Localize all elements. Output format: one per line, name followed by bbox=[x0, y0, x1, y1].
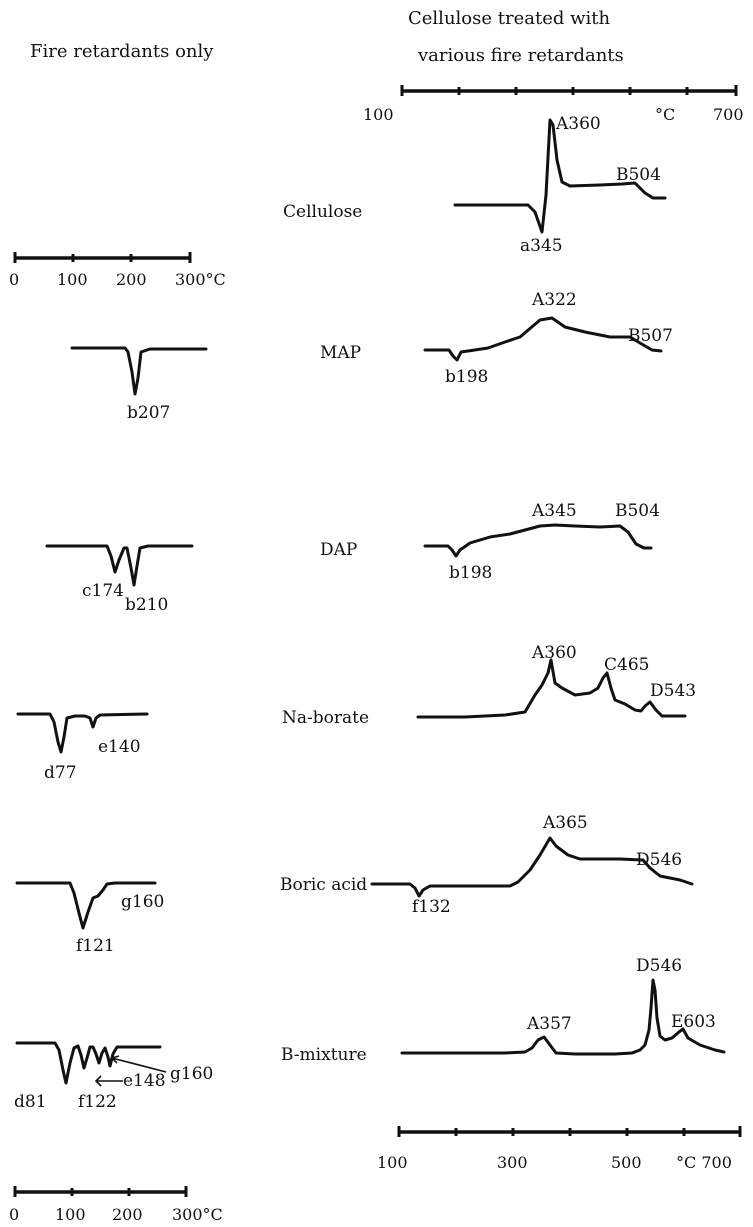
axis-right-bottom-tick-100: 100 bbox=[377, 1153, 408, 1172]
curve-dap-treated bbox=[425, 525, 651, 556]
peak-b-mixture-E603: E603 bbox=[671, 1012, 716, 1032]
axis-left-top-tick-0: 0 bbox=[9, 270, 19, 289]
peak-na-borate-A360: A360 bbox=[531, 643, 577, 663]
peak-boric-acid-f121: f121 bbox=[76, 936, 115, 956]
axis-left-top-tick-200: 200 bbox=[116, 270, 147, 289]
sample-name-boric-acid: Boric acid bbox=[280, 875, 367, 895]
axis-left-bottom: 0 100 200 300°C bbox=[9, 1186, 223, 1224]
axis-right-bottom: 100 300 500 °C 700 bbox=[377, 1126, 740, 1172]
axis-left-bottom-tick-0: 0 bbox=[9, 1205, 19, 1224]
sample-name-na-borate: Na-borate bbox=[282, 708, 369, 728]
axis-left-bottom-tick-200: 200 bbox=[112, 1205, 143, 1224]
axis-right-top-unit: °C bbox=[655, 105, 675, 124]
row-b-mixture: d81 f122 e148 g160 B-mixture A357 D546 E… bbox=[14, 956, 724, 1112]
sample-name-cellulose: Cellulose bbox=[283, 202, 362, 222]
peak-boric-acid-D546: D546 bbox=[636, 850, 682, 870]
axis-left-top-tick-300: 300°C bbox=[175, 270, 226, 289]
row-na-borate: e140 d77 Na-borate A360 C465 D543 bbox=[18, 643, 696, 783]
peak-b-mixture-g160: g160 bbox=[170, 1064, 213, 1084]
peak-dap-c174: c174 bbox=[82, 581, 124, 601]
row-dap: c174 b210 DAP A345 B504 b198 bbox=[47, 501, 660, 615]
axis-right-top-tick-700: 700 bbox=[713, 105, 744, 124]
peak-boric-acid-g160: g160 bbox=[121, 892, 164, 912]
peak-b-mixture-f122: f122 bbox=[78, 1092, 117, 1112]
axis-right-bottom-tick-700: °C 700 bbox=[676, 1153, 732, 1172]
peak-map-b207: b207 bbox=[127, 403, 170, 423]
axis-right-bottom-tick-500: 500 bbox=[611, 1153, 642, 1172]
sample-name-dap: DAP bbox=[320, 540, 357, 560]
left-header: Fire retardants only bbox=[30, 41, 214, 62]
curve-dap-retardant bbox=[47, 546, 192, 585]
peak-b-mixture-A357: A357 bbox=[526, 1014, 572, 1034]
peak-cellulose-a345: a345 bbox=[520, 236, 563, 256]
peak-na-borate-C465: C465 bbox=[604, 655, 649, 675]
peak-dap-b210: b210 bbox=[125, 595, 168, 615]
peak-na-borate-d77: d77 bbox=[44, 763, 77, 783]
axis-left-bottom-tick-100: 100 bbox=[55, 1205, 86, 1224]
pointer-b-mixture-e148 bbox=[96, 1076, 123, 1086]
curve-map-treated bbox=[425, 318, 661, 360]
peak-dap-A345: A345 bbox=[531, 501, 577, 521]
pointer-b-mixture-g160 bbox=[112, 1056, 166, 1072]
peak-b-mixture-e148: e148 bbox=[123, 1071, 166, 1091]
sample-name-b-mixture: B-mixture bbox=[281, 1045, 367, 1065]
row-boric-acid: g160 f121 Boric acid A365 D546 f132 bbox=[17, 813, 692, 956]
peak-boric-acid-f132: f132 bbox=[412, 897, 451, 917]
peak-b-mixture-d81: d81 bbox=[14, 1092, 47, 1112]
peak-cellulose-B504: B504 bbox=[616, 165, 661, 185]
peak-b-mixture-D546: D546 bbox=[636, 956, 682, 976]
right-header-line2: various fire retardants bbox=[417, 45, 624, 66]
peak-dap-b198: b198 bbox=[449, 563, 492, 583]
axis-left-top-tick-100: 100 bbox=[57, 270, 88, 289]
peak-map-B507: B507 bbox=[628, 326, 673, 346]
peak-dap-B504: B504 bbox=[615, 501, 660, 521]
peak-boric-acid-A365: A365 bbox=[542, 813, 588, 833]
axis-left-bottom-tick-300: 300°C bbox=[172, 1205, 223, 1224]
axis-right-top-tick-100: 100 bbox=[363, 105, 394, 124]
peak-map-A322: A322 bbox=[531, 290, 577, 310]
curve-map-retardant bbox=[72, 348, 206, 394]
row-cellulose: Cellulose A360 B504 a345 bbox=[283, 114, 665, 256]
peak-map-b198: b198 bbox=[445, 367, 488, 387]
peak-cellulose-A360: A360 bbox=[555, 114, 601, 134]
row-map: b207 MAP A322 B507 b198 bbox=[72, 290, 673, 423]
axis-left-top: 0 100 200 300°C bbox=[9, 252, 226, 289]
axis-right-top: 100 °C 700 bbox=[363, 85, 744, 124]
peak-na-borate-e140: e140 bbox=[98, 737, 141, 757]
axis-right-bottom-tick-300: 300 bbox=[497, 1153, 528, 1172]
peak-na-borate-D543: D543 bbox=[650, 681, 696, 701]
sample-name-map: MAP bbox=[320, 343, 361, 363]
right-header-line1: Cellulose treated with bbox=[408, 8, 610, 29]
